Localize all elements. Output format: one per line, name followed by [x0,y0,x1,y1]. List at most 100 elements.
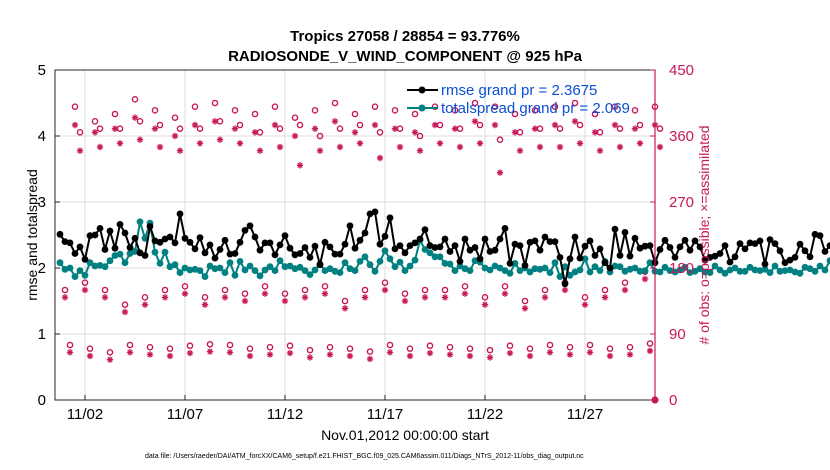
spread-point [721,269,729,277]
legend-spread-marker [418,104,426,112]
obs-possible-marker [526,345,534,352]
obs-assimilated-marker [326,351,334,358]
obs-assimilated-stroke [437,140,443,147]
spread-point [631,264,639,272]
rmse-point [281,232,289,240]
obs-assimilated-stroke [87,353,93,359]
rmse-point [751,240,759,248]
obs-assimilated-stroke [452,125,458,132]
obs-assimilated-marker [586,349,594,356]
obs-assimilated-marker [521,305,529,312]
spread-point [711,262,719,270]
rmse-point [596,245,604,253]
obs-assimilated-marker [341,305,349,312]
obs-assimilated-stroke [122,309,128,315]
obs-assimilated-marker [441,294,449,301]
spread-point [301,267,309,274]
obs-assimilated-marker [121,308,129,316]
spread-point [656,268,664,276]
obs-assimilated-stroke [597,147,603,154]
obs-assimilated-stroke [177,147,183,154]
rmse-point [826,242,830,249]
obs-assimilated-marker [76,147,84,154]
spread-point [581,255,589,263]
rmse-point [691,237,699,245]
obs-assimilated-stroke [412,129,418,136]
obs-assimilated-stroke [117,140,123,147]
legend-rmse-label: rmse grand pr = 2.3675 [441,82,597,99]
rmse-point [381,232,389,240]
rmse-point [191,245,199,253]
obs-assimilated-stroke [502,290,508,297]
spread-point [771,262,779,270]
obs-assimilated-marker [596,147,604,154]
rmse-point [796,240,804,248]
obs-assimilated-stroke [287,350,293,356]
obs-assimilated-stroke [397,144,403,150]
rmse-point [106,227,114,235]
obs-assimilated-marker [526,352,534,360]
rmse-point [156,238,164,246]
rmse-point [756,237,764,245]
obs-assimilated-stroke [587,349,593,356]
spread-point [691,267,699,275]
obs-assimilated-marker [541,294,549,301]
rmse-point [136,249,144,257]
obs-possible-marker [191,103,199,110]
obs-assimilated-stroke [467,353,473,359]
rmse-point [711,252,719,260]
spread-point [811,267,819,275]
spread-point [201,273,209,280]
obs-possible-marker [391,107,399,114]
spread-point [451,267,459,274]
obs-assimilated-marker [356,140,364,147]
obs-possible-marker [546,341,554,349]
obs-assimilated-stroke [547,349,553,356]
obs-possible-marker [241,290,249,297]
obs-assimilated-marker [351,129,359,136]
obs-possible-marker [406,345,414,352]
obs-assimilated-marker [556,143,564,151]
spread-point [741,267,749,275]
spread-point [261,266,269,274]
obs-assimilated-marker [481,301,489,308]
rmse-point [116,221,124,228]
obs-assimilated-stroke [477,140,483,147]
obs-assimilated-stroke [522,305,528,312]
obs-possible-marker [376,129,384,136]
obs-assimilated-stroke [407,353,413,359]
left-y-axis-ticks: 0 1 2 3 4 5 [38,62,60,409]
obs-assimilated-marker [116,140,124,147]
obs-assimilated-stroke [527,353,533,359]
obs-assimilated-stroke [197,140,203,147]
rmse-point [321,238,329,246]
obs-assimilated-marker [246,352,254,360]
obs-assimilated-stroke [552,122,558,128]
obs-possible-marker [446,343,454,351]
spread-point [641,267,649,274]
rmse-point [591,252,599,259]
right-y-tick-label: 270 [669,194,694,211]
rmse-point [721,242,729,250]
obs-assimilated-stroke [222,294,228,301]
rmse-point [416,235,424,243]
rmse-point [386,214,394,222]
obs-possible-marker [181,283,189,290]
obs-assimilated-marker [146,351,154,358]
obs-assimilated-stroke [242,298,248,304]
spread-point [171,261,179,269]
obs-assimilated-marker [636,140,644,147]
obs-assimilated-marker [516,147,524,154]
obs-assimilated-marker [616,143,624,151]
spread-point [531,265,539,273]
obs-assimilated-marker [286,349,294,357]
obs-possible-marker [311,107,319,114]
obs-possible-marker [636,121,644,129]
spread-point [511,260,519,267]
rmse-point [306,254,314,261]
obs-assimilated-stroke [312,125,318,132]
obs-assimilated-marker [501,290,509,297]
obs-possible-marker [331,99,339,107]
obs-assimilated-stroke [237,140,243,147]
left-y-tick-label: 3 [38,194,46,211]
